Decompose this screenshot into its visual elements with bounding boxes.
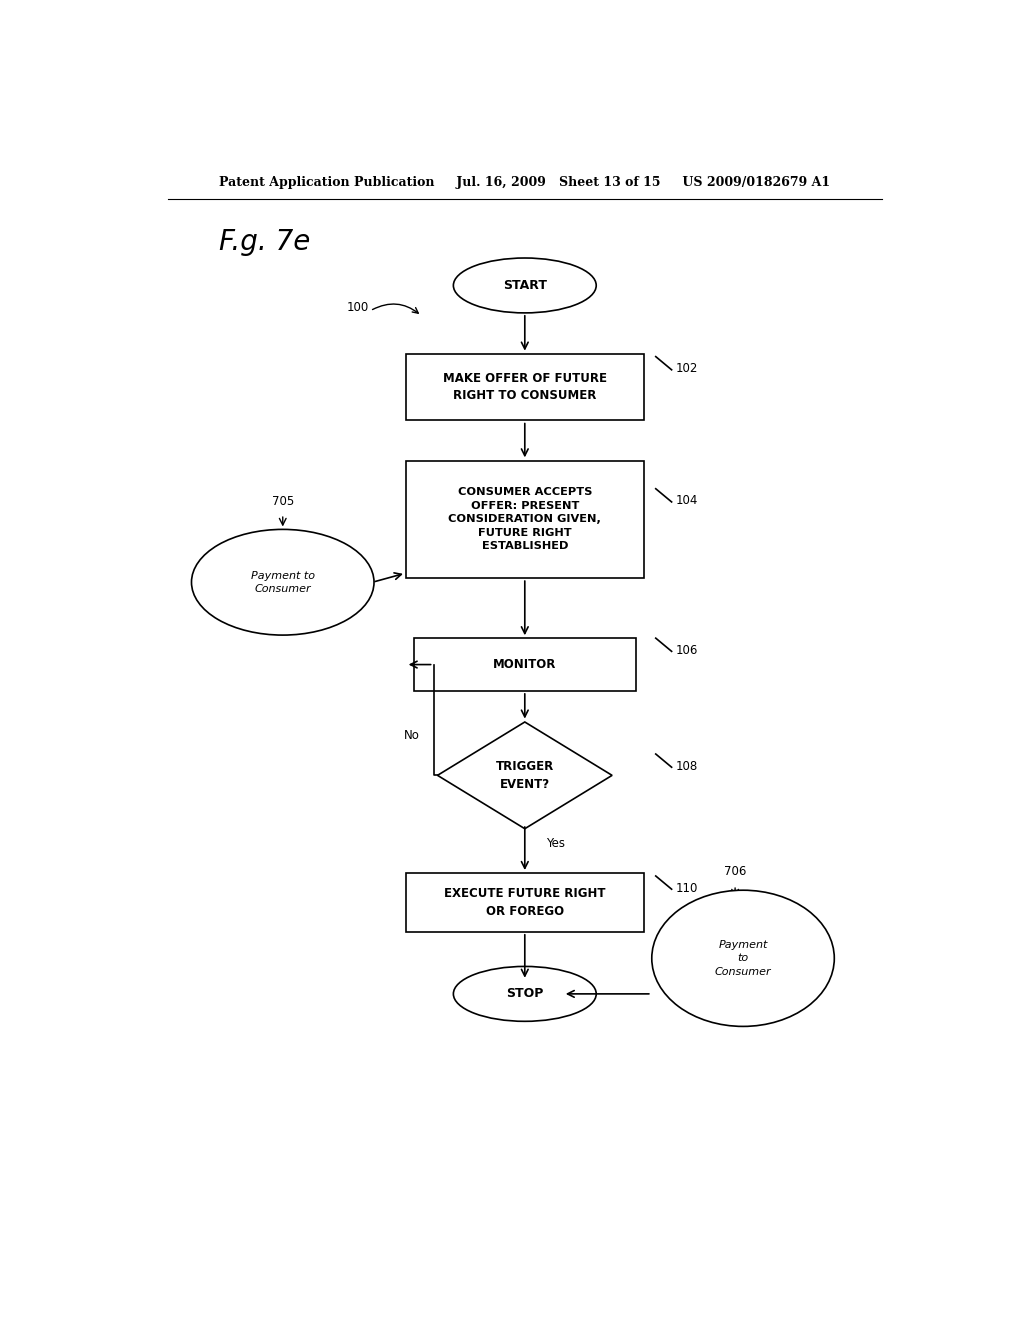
Ellipse shape — [191, 529, 374, 635]
Text: STOP: STOP — [506, 987, 544, 1001]
Text: 106: 106 — [676, 644, 698, 657]
Text: 110: 110 — [676, 882, 698, 895]
Text: MONITOR: MONITOR — [494, 659, 556, 671]
FancyBboxPatch shape — [406, 461, 644, 578]
Ellipse shape — [454, 257, 596, 313]
Text: 108: 108 — [676, 760, 697, 772]
Text: Patent Application Publication     Jul. 16, 2009   Sheet 13 of 15     US 2009/01: Patent Application Publication Jul. 16, … — [219, 177, 830, 189]
Text: 706: 706 — [724, 866, 746, 878]
FancyBboxPatch shape — [414, 638, 636, 690]
Ellipse shape — [652, 890, 835, 1027]
Text: 102: 102 — [676, 362, 698, 375]
Text: START: START — [503, 279, 547, 292]
Text: CONSUMER ACCEPTS
OFFER: PRESENT
CONSIDERATION GIVEN,
FUTURE RIGHT
ESTABLISHED: CONSUMER ACCEPTS OFFER: PRESENT CONSIDER… — [449, 487, 601, 552]
Text: EXECUTE FUTURE RIGHT
OR FOREGO: EXECUTE FUTURE RIGHT OR FOREGO — [444, 887, 605, 917]
Text: TRIGGER
EVENT?: TRIGGER EVENT? — [496, 760, 554, 791]
Text: MAKE OFFER OF FUTURE
RIGHT TO CONSUMER: MAKE OFFER OF FUTURE RIGHT TO CONSUMER — [442, 372, 607, 403]
Text: 100: 100 — [347, 301, 370, 314]
Text: F.g. 7e: F.g. 7e — [219, 228, 310, 256]
Polygon shape — [437, 722, 612, 829]
FancyBboxPatch shape — [406, 873, 644, 932]
FancyBboxPatch shape — [406, 354, 644, 420]
Text: No: No — [404, 729, 420, 742]
Ellipse shape — [454, 966, 596, 1022]
Text: 705: 705 — [271, 495, 294, 508]
Text: Yes: Yes — [546, 837, 565, 850]
Text: Payment
to
Consumer: Payment to Consumer — [715, 940, 771, 977]
Text: 104: 104 — [676, 495, 698, 507]
Text: Payment to
Consumer: Payment to Consumer — [251, 570, 314, 594]
